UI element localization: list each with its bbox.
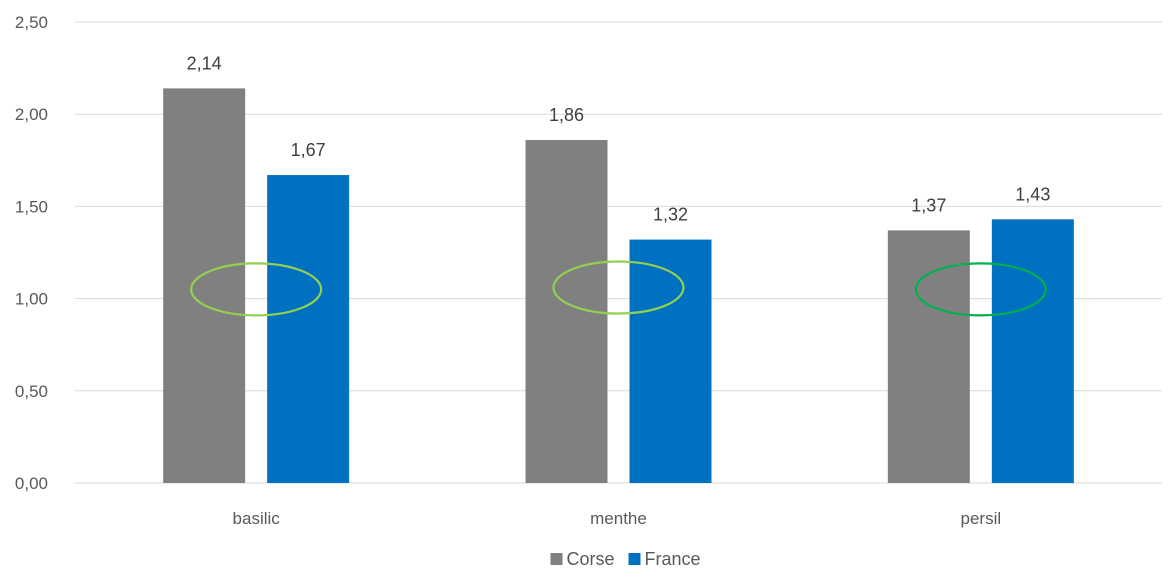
annotation-ellipse bbox=[914, 262, 1047, 317]
y-tick-label: 2,00 bbox=[15, 105, 48, 124]
y-tick-label: 1,50 bbox=[15, 197, 48, 216]
label-layer: 0,00 0,50 1,00 1,50 2,00 2,50 2,14 1,67 basilic 1… bbox=[15, 13, 1050, 528]
y-tick-label: 0,50 bbox=[15, 382, 48, 401]
data-label: 1,86 bbox=[549, 105, 584, 125]
legend-label-france: France bbox=[645, 549, 701, 569]
x-tick-label: menthe bbox=[590, 509, 647, 528]
data-label: 1,32 bbox=[653, 205, 688, 225]
y-tick-label: 1,00 bbox=[15, 290, 48, 309]
annotation-ellipse bbox=[190, 262, 323, 317]
y-tick-label: 2,50 bbox=[15, 13, 48, 32]
x-tick-label: persil bbox=[961, 509, 1002, 528]
bar-corse-basilic bbox=[163, 88, 246, 483]
legend-swatch-corse bbox=[550, 553, 563, 565]
bar-france-basilic bbox=[267, 175, 350, 483]
bar-france-menthe bbox=[629, 239, 712, 483]
data-label: 2,14 bbox=[187, 53, 222, 73]
legend: Corse France bbox=[550, 549, 701, 569]
legend-label-corse: Corse bbox=[567, 549, 615, 569]
data-label: 1,43 bbox=[1015, 184, 1050, 204]
bar-layer bbox=[163, 88, 1074, 484]
data-label: 1,67 bbox=[291, 140, 326, 160]
legend-swatch-france bbox=[628, 553, 641, 565]
data-label: 1,37 bbox=[911, 195, 946, 215]
x-tick-label: basilic bbox=[233, 509, 281, 528]
annotation-ellipse bbox=[552, 260, 685, 315]
bar-france-persil bbox=[991, 219, 1074, 484]
y-tick-label: 0,00 bbox=[15, 474, 48, 493]
bar-corse-persil bbox=[887, 230, 970, 483]
grid-layer bbox=[75, 21, 1162, 484]
annotation-layer bbox=[190, 260, 1047, 317]
